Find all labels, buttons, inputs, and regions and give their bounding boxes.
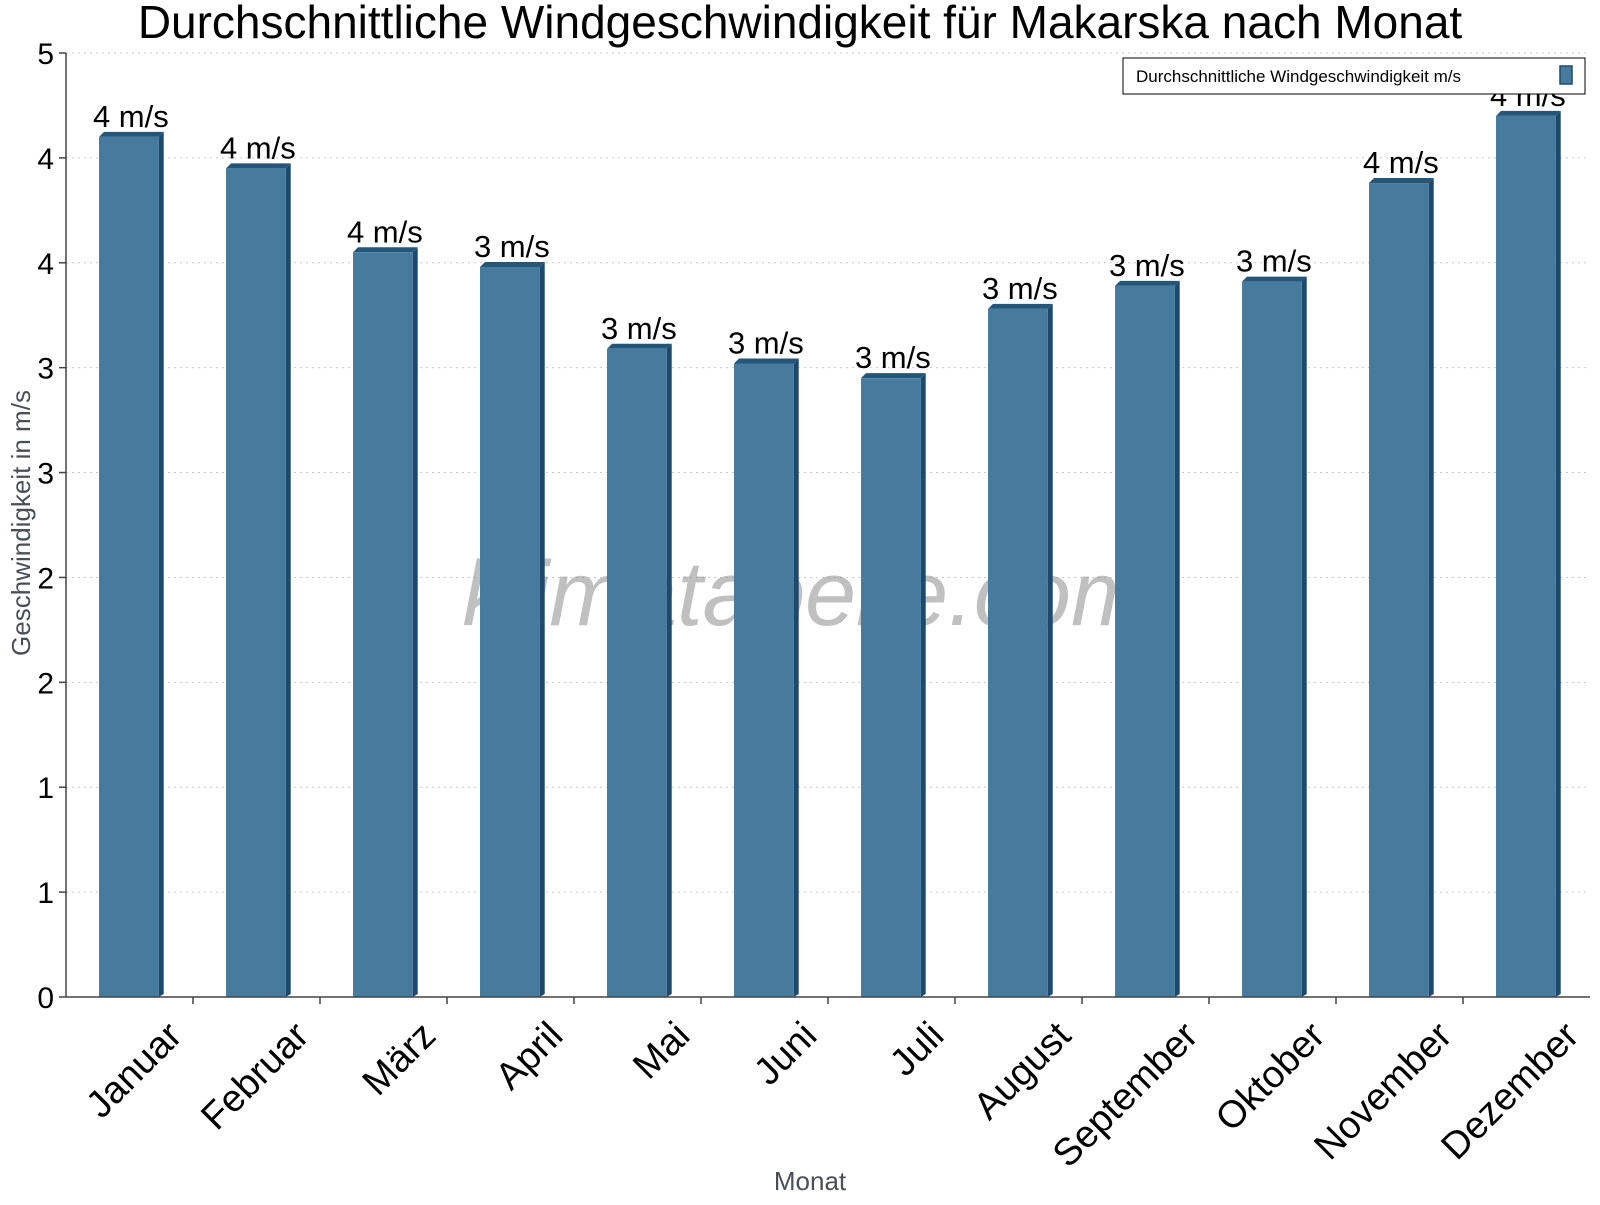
- data-label: 3 m/s: [1236, 244, 1312, 279]
- bar-front-face: [1369, 183, 1429, 997]
- bar-juni: [734, 358, 799, 998]
- y-tick-label: 3: [37, 458, 54, 491]
- bar-front-face: [861, 378, 921, 998]
- bar-front-face: [607, 348, 667, 998]
- bar-top-face: [480, 261, 545, 267]
- x-tick-label: Juni: [746, 1014, 825, 1093]
- bar-top-face: [226, 163, 291, 169]
- x-tick-label: Juli: [882, 1014, 952, 1084]
- bar-top-face: [99, 131, 164, 137]
- y-tick-label: 0: [37, 982, 54, 1015]
- x-axis-title: Monat: [774, 1166, 847, 1196]
- bar-januar: [99, 131, 164, 997]
- bar-top-face: [353, 247, 418, 253]
- bar-dezember: [1496, 110, 1561, 997]
- bar-side-face: [1174, 280, 1180, 997]
- bar-front-face: [988, 308, 1048, 997]
- data-label: 3 m/s: [982, 271, 1058, 306]
- x-tick-label: Februar: [193, 1014, 317, 1138]
- bar-top-face: [734, 358, 799, 364]
- x-tick-label: März: [355, 1014, 444, 1103]
- chart-title: Durchschnittliche Windgeschwindigkeit fü…: [138, 0, 1463, 48]
- x-tick-label: November: [1307, 1014, 1461, 1168]
- bar-series: [99, 110, 1561, 998]
- bar-side-face: [920, 373, 926, 998]
- bar-april: [480, 261, 545, 997]
- x-tick-label: April: [488, 1014, 571, 1097]
- bar-side-face: [1047, 303, 1053, 997]
- x-tick-label: Oktober: [1208, 1014, 1334, 1140]
- bar-top-face: [1115, 280, 1180, 286]
- y-tick-label: 4: [37, 143, 54, 176]
- y-tick-label: 4: [37, 248, 54, 281]
- bar-oktober: [1242, 276, 1307, 997]
- bar-side-face: [158, 131, 164, 997]
- x-tick-label: August: [966, 1014, 1080, 1128]
- data-label: 4 m/s: [347, 214, 423, 249]
- data-label: 3 m/s: [601, 311, 677, 346]
- legend-swatch: [1559, 65, 1573, 85]
- y-tick-label: 1: [37, 877, 54, 910]
- x-tick-label: Mai: [625, 1014, 698, 1087]
- data-label: 3 m/s: [474, 229, 550, 264]
- bar-august: [988, 303, 1053, 997]
- bar-side-face: [1428, 178, 1434, 997]
- bar-side-face: [666, 343, 672, 998]
- y-axis-title: Geschwindigkeit in m/s: [6, 390, 36, 656]
- bar-top-face: [1496, 110, 1561, 116]
- data-label: 3 m/s: [1109, 248, 1185, 283]
- y-tick-label: 2: [37, 667, 54, 700]
- y-tick-label: 2: [37, 562, 54, 595]
- bar-side-face: [793, 358, 799, 998]
- data-label: 3 m/s: [728, 325, 804, 360]
- bar-top-face: [1242, 276, 1307, 282]
- bar-top-face: [988, 303, 1053, 309]
- data-label: 4 m/s: [220, 130, 296, 165]
- bar-top-face: [1369, 178, 1434, 184]
- data-label: 4 m/s: [1363, 145, 1439, 180]
- bar-side-face: [285, 163, 291, 997]
- y-tick-label: 3: [37, 353, 54, 386]
- axes: 0 1 1 2 2 3 3 4 4 5: [37, 38, 1590, 1015]
- bar-november: [1369, 178, 1434, 997]
- gridlines: [66, 52, 1590, 893]
- bar-front-face: [1496, 115, 1556, 997]
- bar-front-face: [1115, 285, 1175, 997]
- bar-juli: [861, 373, 926, 998]
- x-tick-label: Dezember: [1434, 1014, 1588, 1168]
- bar-side-face: [1555, 110, 1561, 997]
- y-tick-label: 5: [37, 38, 54, 71]
- bar-front-face: [480, 266, 540, 997]
- legend: Durchschnittliche Windgeschwindigkeit m/…: [1122, 57, 1586, 95]
- bar-front-face: [1242, 281, 1302, 997]
- y-tick-label: 1: [37, 772, 54, 805]
- bar-side-face: [539, 261, 545, 997]
- bar-side-face: [1301, 276, 1307, 997]
- bar-top-face: [861, 373, 926, 379]
- data-label: 4 m/s: [93, 99, 169, 134]
- legend-box: [1122, 57, 1586, 95]
- bar-side-face: [412, 247, 418, 998]
- bar-front-face: [99, 136, 159, 997]
- data-label: 3 m/s: [855, 340, 931, 375]
- legend-label: Durchschnittliche Windgeschwindigkeit m/…: [1136, 67, 1461, 86]
- bar-märz: [353, 247, 418, 998]
- bar-front-face: [353, 252, 413, 998]
- bar-mai: [607, 343, 672, 998]
- bar-september: [1115, 280, 1180, 997]
- x-tick-label: Januar: [78, 1014, 190, 1126]
- bar-top-face: [607, 343, 672, 349]
- bar-februar: [226, 163, 291, 997]
- bar-front-face: [734, 363, 794, 998]
- bar-front-face: [226, 168, 286, 997]
